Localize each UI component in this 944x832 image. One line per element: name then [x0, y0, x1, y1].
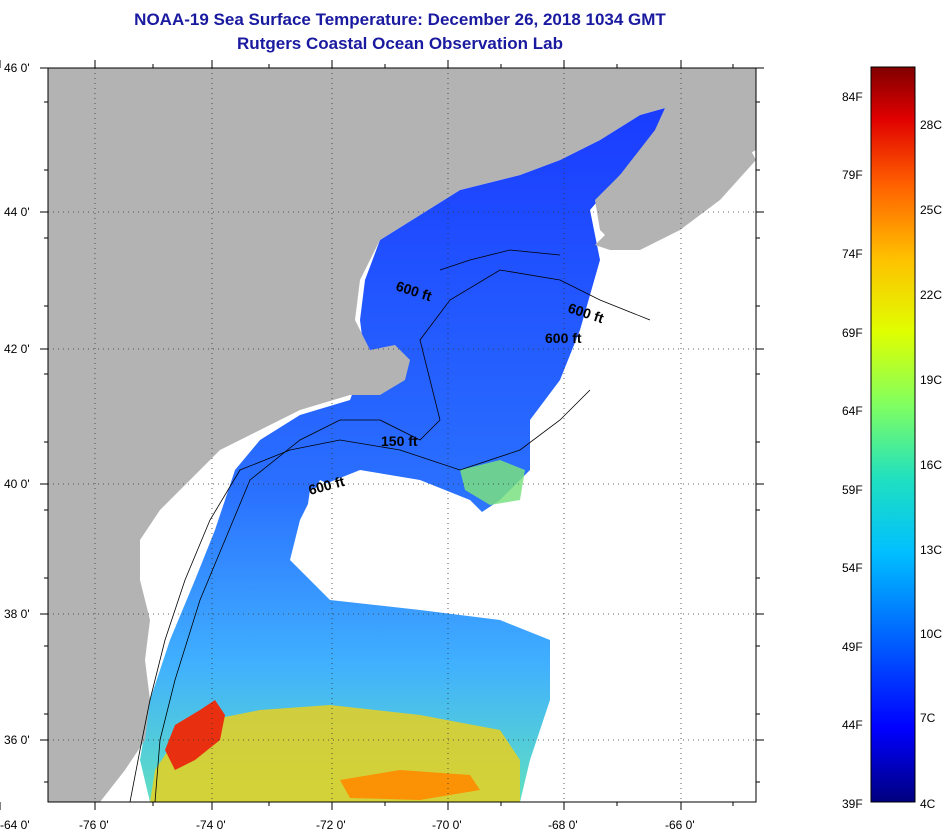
colorbar-f-label: 74F — [842, 247, 863, 261]
lat-label: 46 0' — [4, 61, 30, 75]
colorbar-f-label: 79F — [842, 168, 863, 182]
colorbar-f-label: 69F — [842, 326, 863, 340]
cloud-patch — [300, 470, 540, 610]
gulf-stream-hot — [165, 700, 225, 770]
colorbar-c-label: 10C — [920, 627, 942, 641]
lat-label: 38 0' — [4, 607, 30, 621]
cape-cod — [370, 345, 410, 380]
colorbar-c-label: 25C — [920, 203, 942, 217]
contour-label: 150 ft — [381, 433, 418, 449]
lon-label: -72 0' — [316, 818, 346, 832]
nova-scotia — [595, 130, 756, 250]
gulf-stream-orange — [340, 770, 480, 800]
long-island — [232, 396, 310, 420]
colorbar-c-label: 22C — [920, 288, 942, 302]
colorbar-c-label: 28C — [920, 118, 942, 132]
colorbar-f-label: 39F — [842, 797, 863, 811]
colorbar-c-label: 4C — [920, 797, 936, 811]
ocean-sst-region — [140, 108, 665, 802]
lon-label: -66 0' — [665, 818, 695, 832]
colorbar-c-label: 16C — [920, 458, 942, 472]
colorbar-f-label: 84F — [842, 90, 863, 104]
land-mass — [48, 68, 756, 802]
lon-label: -68 0' — [548, 818, 578, 832]
lat-label: 40 0' — [4, 477, 30, 491]
colorbar-c-label: 13C — [920, 543, 942, 557]
map-subtitle: Rutgers Coastal Ocean Observation Lab — [237, 34, 563, 53]
shelf-warm-patch — [460, 460, 525, 505]
contour-lines — [129, 249, 651, 802]
lon-label: -74 0' — [196, 818, 226, 832]
colorbar-f-label: 59F — [842, 483, 863, 497]
colorbar-f-label: 64F — [842, 404, 863, 418]
colorbar-c-label: 19C — [920, 373, 942, 387]
lat-label: 44 0' — [4, 205, 30, 219]
colorbar — [870, 66, 916, 803]
map-title: NOAA-19 Sea Surface Temperature: Decembe… — [134, 10, 666, 29]
colorbar-f-label: 49F — [842, 640, 863, 654]
lat-label: 42 0' — [4, 342, 30, 356]
axis-ticks — [0, 60, 764, 810]
lat-label: 36 0' — [4, 733, 30, 747]
lon-label: -64 0' — [0, 818, 30, 832]
colorbar-f-label: 54F — [842, 561, 863, 575]
colorbar-c-label: 7C — [920, 711, 936, 725]
contour-label: 600 ft — [545, 330, 582, 346]
colorbar-f-label: 44F — [842, 718, 863, 732]
lon-label: -76 0' — [79, 818, 109, 832]
lon-label: -70 0' — [432, 818, 462, 832]
graticule — [48, 68, 756, 802]
